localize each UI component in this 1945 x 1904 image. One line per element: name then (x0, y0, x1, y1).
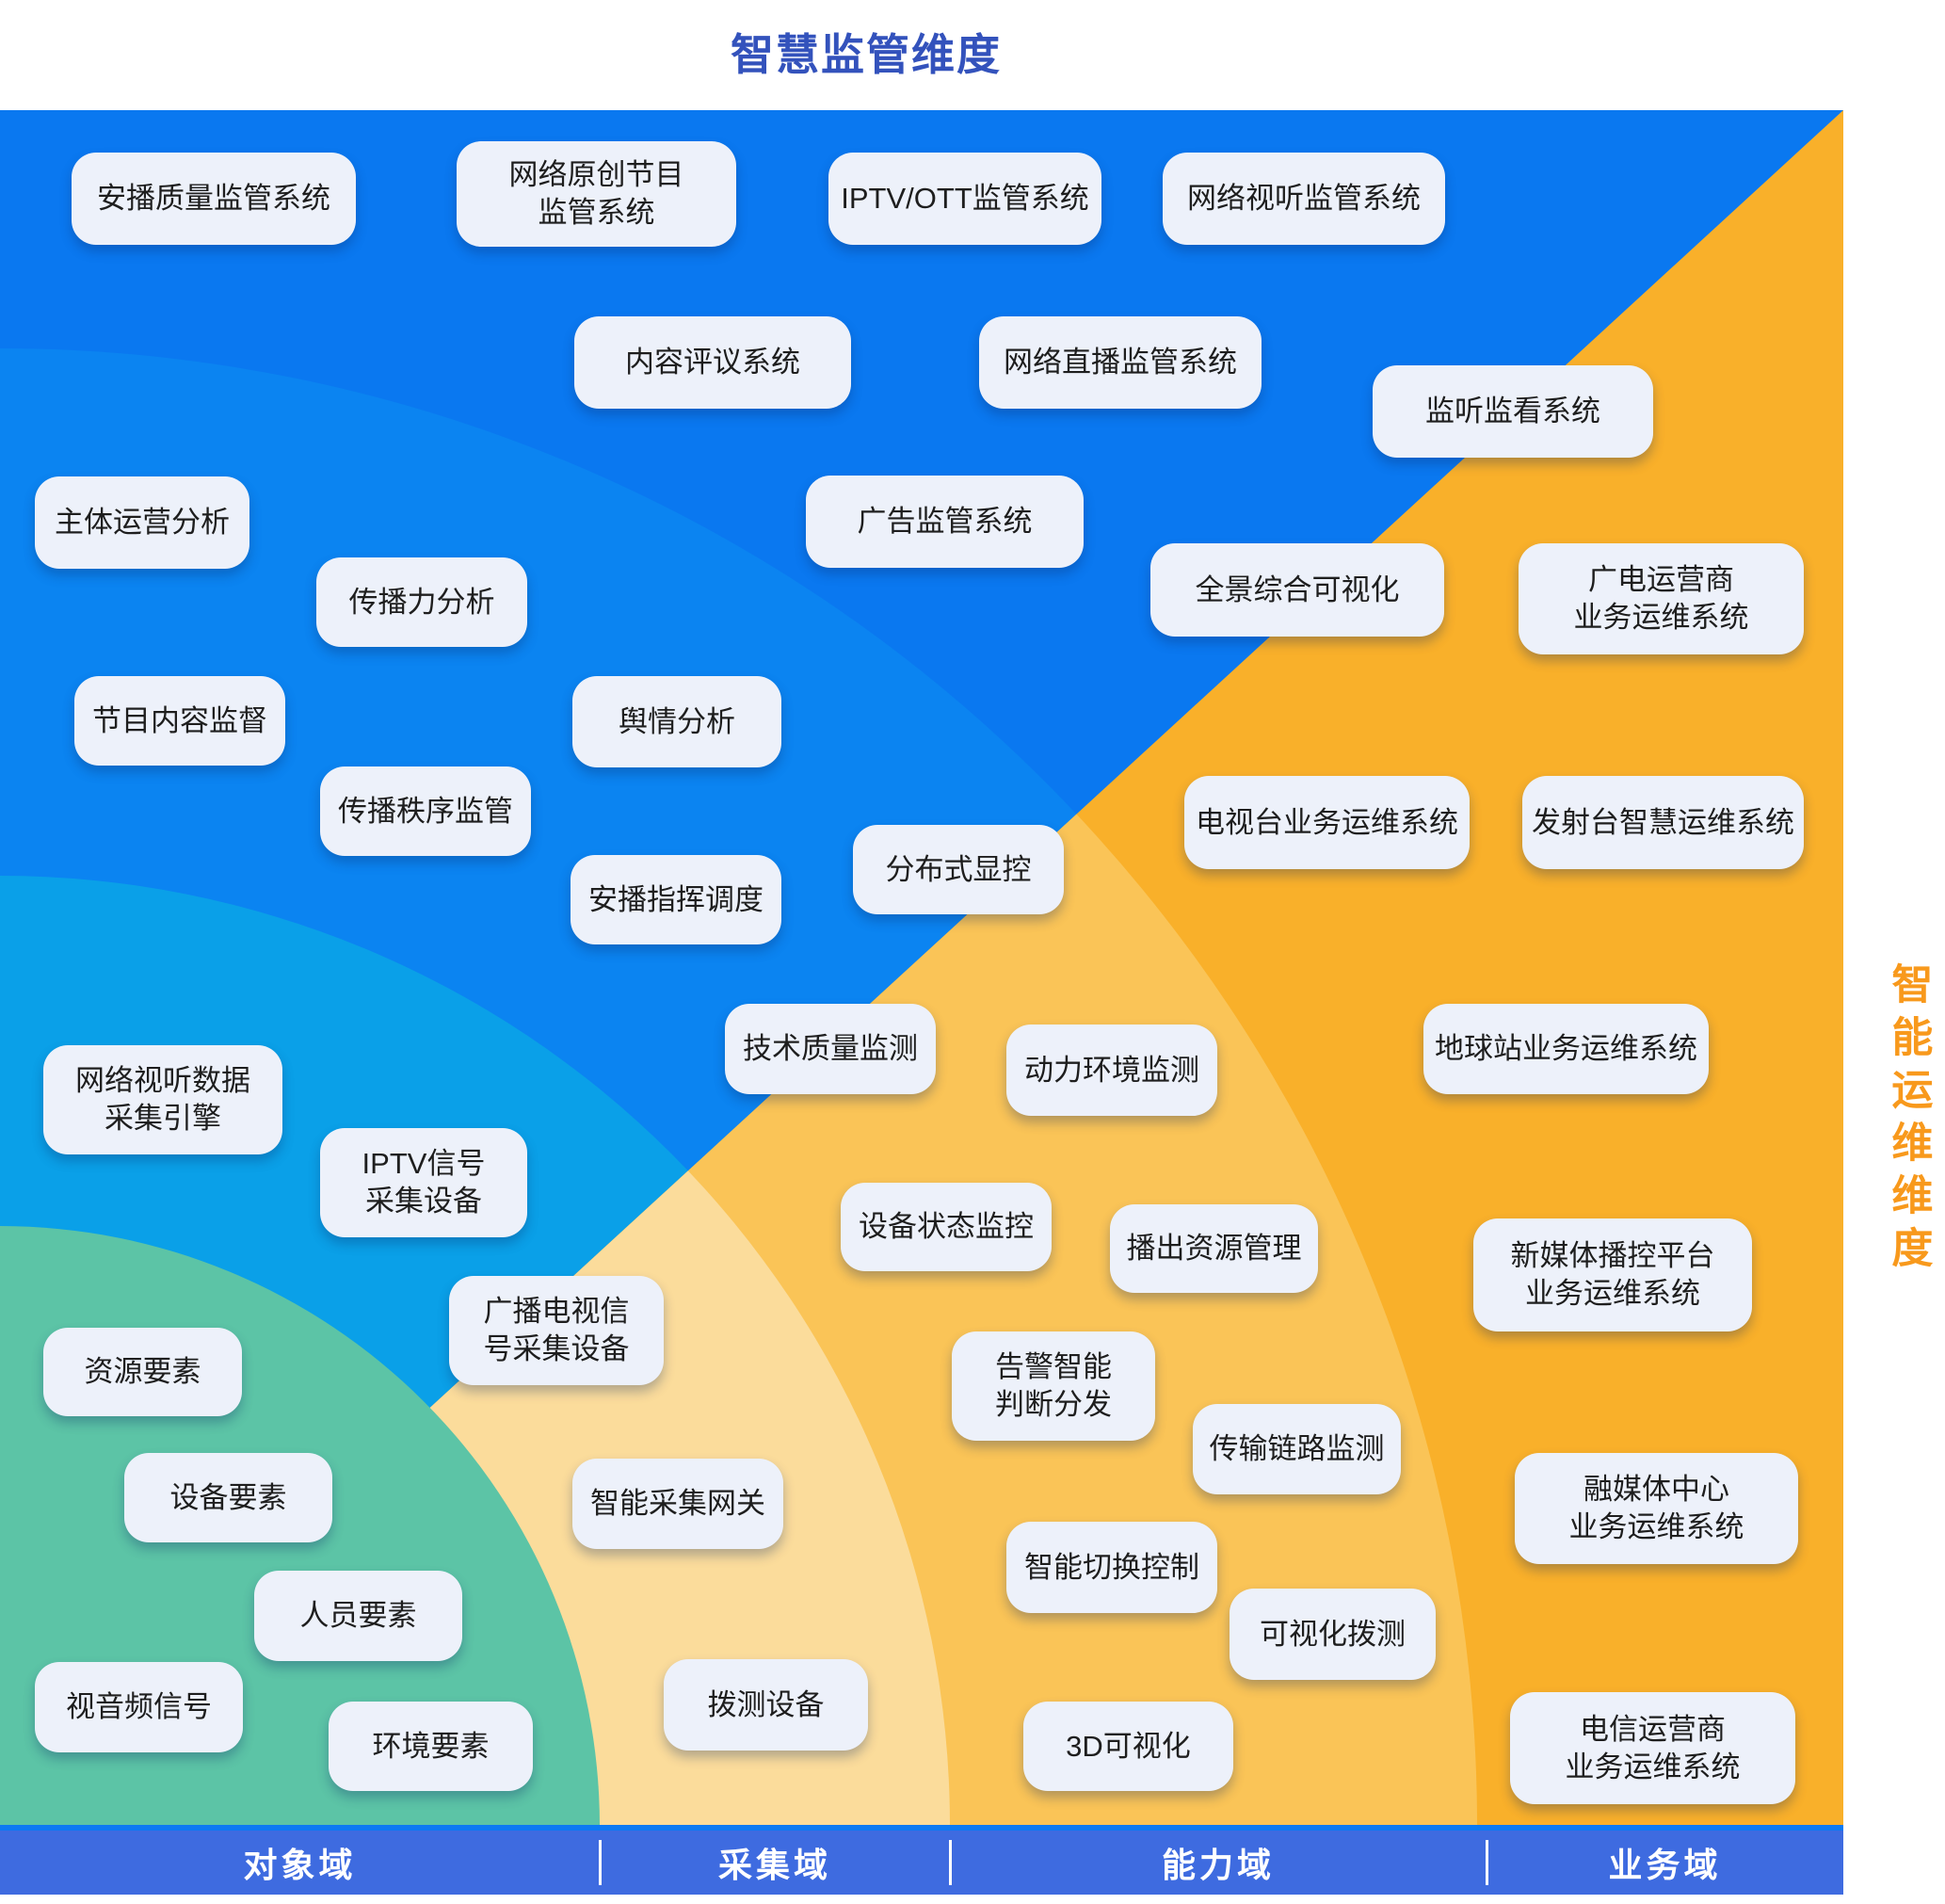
diagram-label: 网络视听监管系统 (1163, 153, 1445, 245)
diagram-label: 内容评议系统 (574, 316, 851, 409)
diagram-label: 新媒体播控平台 业务运维系统 (1473, 1218, 1752, 1331)
diagram-label: 主体运营分析 (35, 476, 249, 569)
diagram-label: 网络直播监管系统 (979, 316, 1262, 409)
page-title: 智慧监管维度 (731, 30, 1002, 79)
diagram-label: 传输链路监测 (1193, 1404, 1401, 1494)
diagram-label: 融媒体中心 业务运维系统 (1515, 1453, 1798, 1564)
diagram-label: 视音频信号 (35, 1662, 243, 1752)
diagram-label: 电视台业务运维系统 (1184, 776, 1470, 869)
diagram-label: 播出资源管理 (1110, 1204, 1318, 1293)
bar-accent-line (0, 1825, 1843, 1831)
domain-capability: 能力域 (1161, 1846, 1275, 1884)
domain-business: 业务域 (1608, 1846, 1722, 1884)
diagram-label: 监听监看系统 (1373, 365, 1653, 458)
bar-divider-3 (1486, 1840, 1488, 1885)
diagram-label: 分布式显控 (853, 825, 1064, 914)
diagram-label: 传播秩序监管 (320, 766, 531, 856)
domain-bar (0, 1831, 1843, 1895)
diagram-label: 动力环境监测 (1006, 1025, 1217, 1116)
diagram-label: 智能采集网关 (572, 1459, 783, 1549)
right-axis-title: 智能运维维度 (1885, 962, 1932, 1279)
diagram-label: IPTV/OTT监管系统 (828, 153, 1101, 245)
diagram-label: 可视化拨测 (1230, 1589, 1436, 1680)
diagram-label: 发射台智慧运维系统 (1522, 776, 1804, 869)
diagram-label: 地球站业务运维系统 (1423, 1004, 1709, 1094)
diagram-label: 广告监管系统 (806, 476, 1084, 568)
diagram-label: 广播电视信 号采集设备 (449, 1276, 664, 1385)
diagram-label: 设备要素 (124, 1453, 332, 1542)
diagram-label: 环境要素 (329, 1702, 533, 1791)
domain-object: 对象域 (243, 1846, 357, 1884)
diagram-label: 网络原创节目 监管系统 (457, 141, 736, 247)
diagram-label: 网络视听数据 采集引擎 (43, 1045, 282, 1154)
diagram-label: 3D可视化 (1023, 1702, 1233, 1791)
diagram-label: 广电运营商 业务运维系统 (1519, 543, 1804, 654)
diagram-label: 设备状态监控 (841, 1183, 1052, 1271)
diagram-label: 全景综合可视化 (1150, 543, 1444, 637)
domain-collection: 采集域 (717, 1846, 831, 1884)
diagram-label: 告警智能 判断分发 (952, 1331, 1155, 1441)
diagram-label: 智能切换控制 (1006, 1522, 1217, 1613)
diagram-label: 安播质量监管系统 (72, 153, 356, 245)
diagram-label: IPTV信号 采集设备 (320, 1128, 527, 1237)
diagram-label: 传播力分析 (316, 557, 527, 647)
diagram-label: 电信运营商 业务运维系统 (1510, 1692, 1795, 1804)
diagram-label: 安播指挥调度 (571, 855, 781, 944)
diagram-label: 节目内容监督 (74, 676, 285, 766)
diagram-label: 人员要素 (254, 1571, 462, 1661)
diagram-label: 技术质量监测 (725, 1004, 936, 1094)
diagram-label: 资源要素 (43, 1328, 242, 1416)
bar-divider-2 (949, 1840, 952, 1885)
bar-divider-1 (599, 1840, 602, 1885)
diagram-label: 拨测设备 (664, 1659, 868, 1751)
diagram-label: 舆情分析 (572, 676, 781, 767)
